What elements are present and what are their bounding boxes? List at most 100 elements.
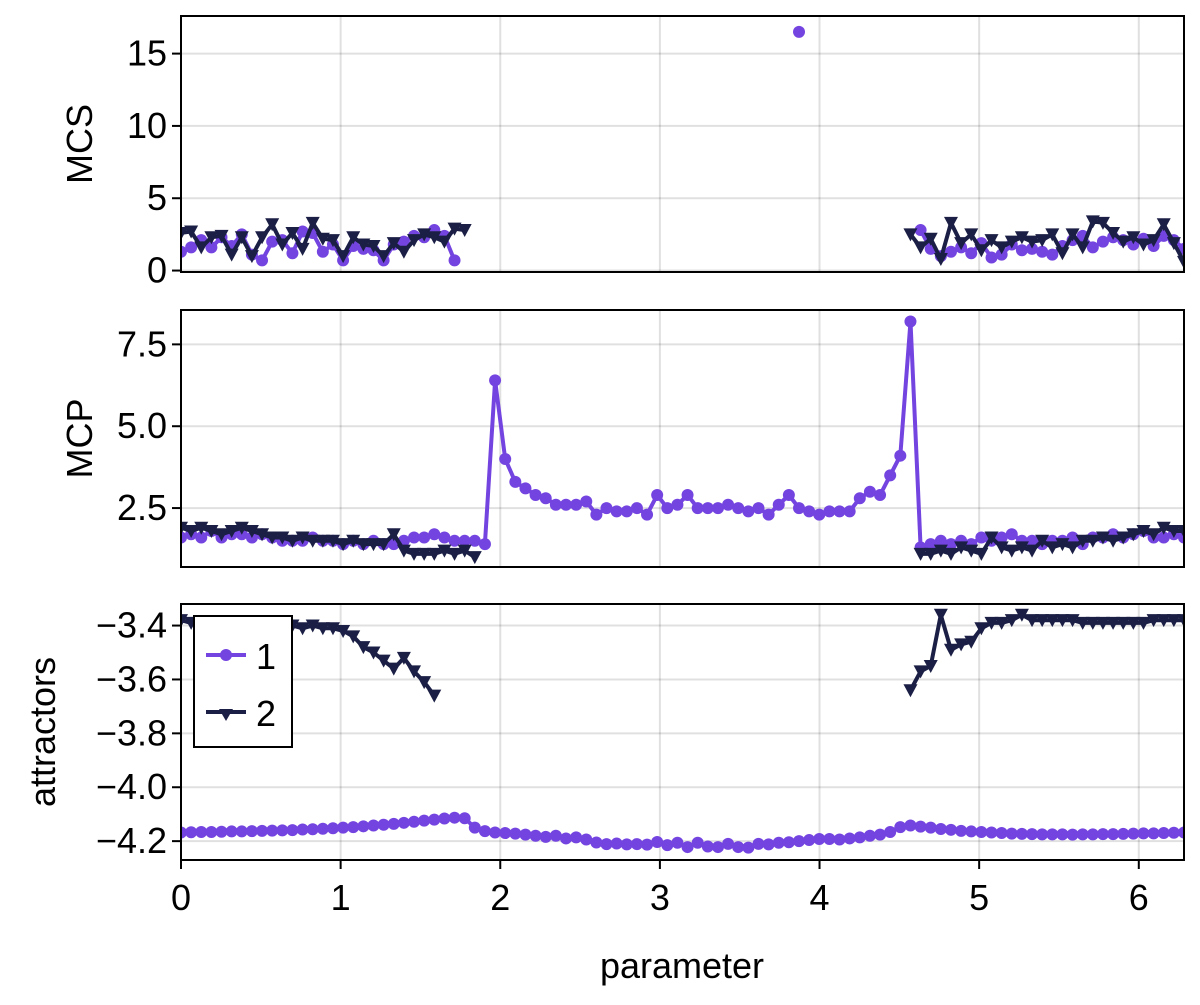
data-point xyxy=(934,823,947,836)
data-point xyxy=(407,665,422,679)
data-point xyxy=(813,508,826,521)
data-point xyxy=(903,684,918,698)
data-point xyxy=(964,635,979,649)
data-point xyxy=(427,231,442,245)
data-point xyxy=(275,531,290,545)
data-point xyxy=(913,665,928,679)
data-point xyxy=(974,547,989,561)
data-point xyxy=(913,547,928,561)
data-point xyxy=(1156,521,1171,535)
data-point xyxy=(1086,241,1099,254)
data-point xyxy=(1177,255,1184,269)
data-point xyxy=(722,837,735,850)
data-point xyxy=(813,832,826,845)
data-point xyxy=(995,248,1008,261)
y-tick-label: 10 xyxy=(127,105,167,146)
data-point xyxy=(894,821,907,834)
data-point xyxy=(752,502,765,515)
data-point xyxy=(823,832,836,845)
data-point xyxy=(519,482,532,495)
data-point xyxy=(1075,241,1090,255)
x-tick-label: 0 xyxy=(171,877,191,918)
data-point xyxy=(1085,616,1100,630)
data-point xyxy=(681,488,694,501)
triangle-down-marker-icon xyxy=(219,709,233,721)
data-point xyxy=(418,531,431,544)
data-point xyxy=(315,534,330,548)
legend-label-2: 2 xyxy=(256,693,276,734)
data-point xyxy=(1026,534,1039,547)
data-point xyxy=(499,827,512,840)
data-point xyxy=(984,531,999,545)
data-point xyxy=(570,831,583,844)
data-point xyxy=(933,544,948,558)
data-point xyxy=(975,531,988,544)
y-tick-label: 7.5 xyxy=(117,323,167,364)
data-point xyxy=(1055,538,1070,552)
data-point xyxy=(722,498,735,511)
data-point xyxy=(762,838,775,851)
data-point xyxy=(468,821,481,834)
data-point xyxy=(914,224,927,237)
data-point xyxy=(418,814,431,827)
data-point xyxy=(853,831,866,844)
data-point xyxy=(438,812,451,825)
data-point xyxy=(448,254,461,267)
data-point xyxy=(1035,534,1050,548)
data-point xyxy=(195,531,208,544)
data-point xyxy=(549,498,562,511)
data-point xyxy=(1166,237,1181,251)
data-point xyxy=(884,825,897,838)
legend-box xyxy=(193,615,293,748)
legend-item-1: 1 xyxy=(206,636,276,677)
data-point xyxy=(1177,614,1184,628)
data-point xyxy=(1095,216,1110,230)
data-point xyxy=(641,838,654,851)
data-point xyxy=(651,835,664,848)
data-point xyxy=(256,824,269,837)
data-point xyxy=(984,616,999,630)
data-point xyxy=(985,251,998,264)
data-point xyxy=(396,245,411,259)
x-tick-label: 1 xyxy=(331,877,351,918)
data-point xyxy=(943,547,958,561)
data-point xyxy=(1005,528,1018,541)
data-point xyxy=(438,531,451,544)
data-point xyxy=(1095,531,1110,545)
data-point xyxy=(691,502,704,515)
data-point xyxy=(285,534,300,548)
data-point xyxy=(924,821,937,834)
data-point xyxy=(965,825,978,838)
data-point xyxy=(904,819,917,832)
data-point xyxy=(244,524,259,538)
data-point xyxy=(255,528,270,542)
data-point xyxy=(1056,828,1069,841)
data-point xyxy=(833,833,846,846)
data-point xyxy=(590,508,603,521)
data-point xyxy=(913,241,928,255)
data-point xyxy=(256,254,269,267)
data-point xyxy=(641,508,654,521)
data-point xyxy=(843,505,856,518)
data-point xyxy=(1126,616,1141,630)
data-point xyxy=(458,812,471,825)
data-point xyxy=(1046,248,1059,261)
x-tick-label: 4 xyxy=(810,877,830,918)
data-point xyxy=(1036,245,1049,258)
data-point xyxy=(295,622,310,636)
data-point xyxy=(1146,614,1161,628)
data-point xyxy=(1046,828,1059,841)
data-point xyxy=(285,226,300,240)
data-point xyxy=(1136,238,1151,252)
data-point xyxy=(1065,541,1080,555)
data-point xyxy=(346,630,361,644)
data-point xyxy=(205,241,218,254)
data-point xyxy=(964,228,979,242)
data-point xyxy=(1005,827,1018,840)
data-point xyxy=(457,224,472,238)
data-point xyxy=(427,689,442,703)
data-point xyxy=(296,823,309,836)
data-point xyxy=(295,531,310,545)
data-point xyxy=(1178,826,1184,839)
data-point xyxy=(1036,828,1049,841)
